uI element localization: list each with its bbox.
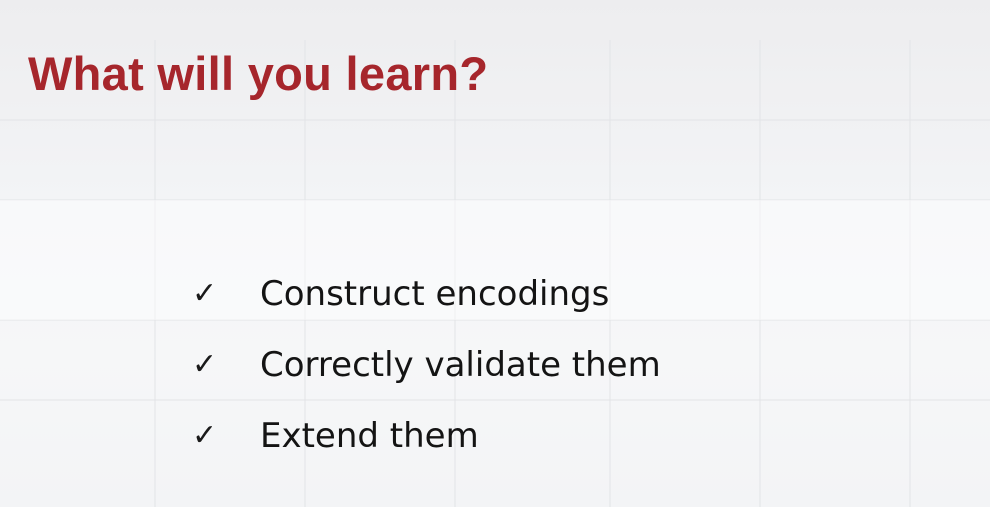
- slide-title: What will you learn?: [28, 47, 489, 100]
- checkmark-icon: ✓: [192, 418, 218, 453]
- checkmark-icon: ✓: [192, 276, 218, 311]
- list-item: ✓ Correctly validate them: [192, 329, 661, 400]
- list-item: ✓ Extend them: [192, 400, 661, 471]
- list-item: ✓ Construct encodings: [192, 258, 661, 329]
- learning-objectives-list: ✓ Construct encodings ✓ Correctly valida…: [192, 258, 661, 471]
- list-item-label: Extend them: [260, 415, 479, 456]
- list-item-label: Construct encodings: [260, 273, 610, 314]
- list-item-label: Correctly validate them: [260, 344, 661, 385]
- checkmark-icon: ✓: [192, 347, 218, 382]
